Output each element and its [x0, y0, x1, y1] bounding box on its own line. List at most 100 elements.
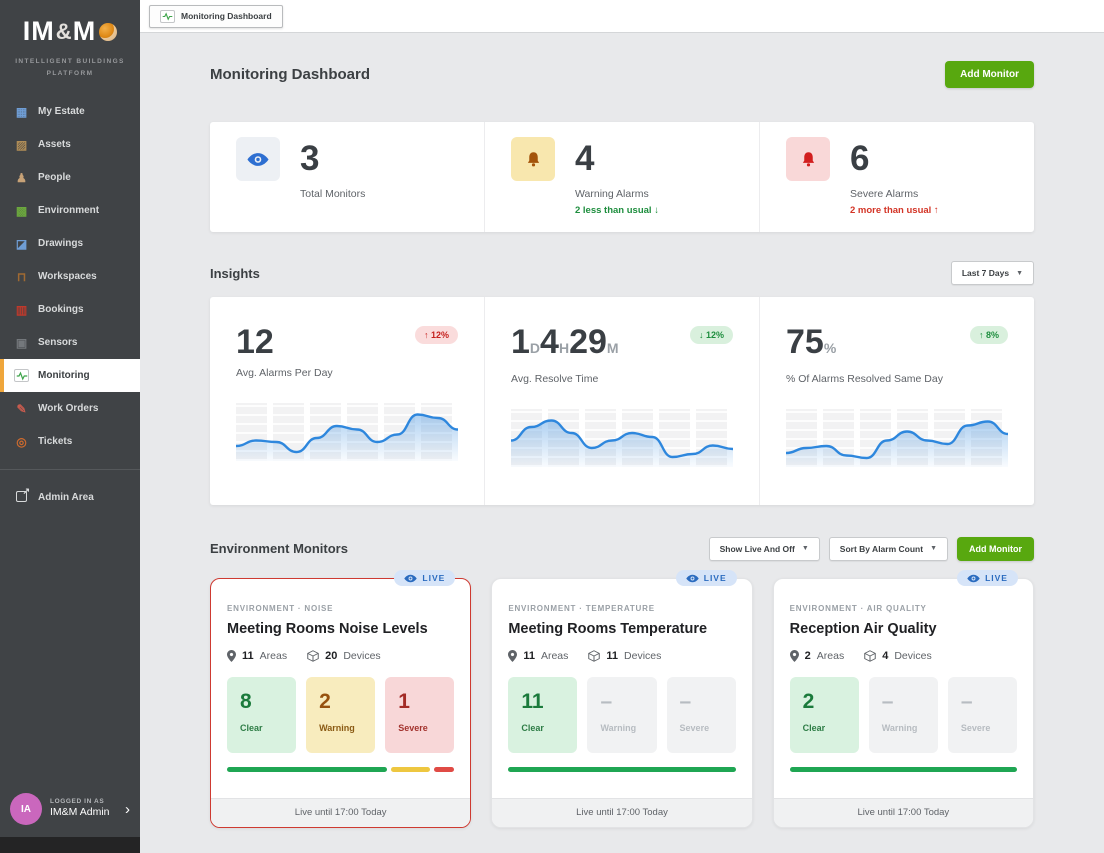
box-icon: ▨: [14, 138, 29, 152]
status-bar: [508, 767, 735, 772]
add-monitor-button[interactable]: Add Monitor: [945, 61, 1034, 88]
sidebar-item-admin-area[interactable]: ↗ Admin Area: [0, 481, 140, 514]
stat-value: 6: [850, 137, 939, 181]
sidebar-item-bookings[interactable]: ▥ Bookings: [0, 293, 140, 326]
live-badge[interactable]: LIVE: [957, 570, 1018, 586]
user-menu[interactable]: IA LOGGED IN AS IM&M Admin ›: [0, 783, 140, 837]
sidebar-item-workspaces[interactable]: ⊓ Workspaces: [0, 260, 140, 293]
sidebar-item-label: Workspaces: [38, 271, 97, 282]
sidebar-item-assets[interactable]: ▨ Assets: [0, 128, 140, 161]
main-area: Monitoring Dashboard Monitoring Dashboar…: [140, 0, 1104, 853]
logged-in-as-label: LOGGED IN AS: [50, 798, 110, 806]
sidebar: IM&M INTELLIGENT BUILDINGS PLATFORM ▦ My…: [0, 0, 140, 853]
devices-meta: 11Devices: [588, 650, 661, 662]
status-bar: [790, 767, 1017, 772]
insight-value: 75%: [786, 322, 836, 368]
live-label: LIVE: [704, 573, 727, 583]
severe-tile: – Severe: [667, 677, 736, 753]
areas-meta: 2Areas: [790, 650, 845, 662]
warning-tile: – Warning: [587, 677, 656, 753]
monitor-card-air-quality[interactable]: LIVE ENVIRONMENT · AIR QUALITY Reception…: [773, 578, 1034, 828]
page-content: Monitoring Dashboard Add Monitor 3 Total…: [140, 33, 1104, 853]
insights-panel: 12 ↑ 12% Avg. Alarms Per Day 1D4H29M ↓ 1…: [210, 297, 1034, 505]
areas-meta: 11Areas: [508, 650, 568, 662]
date-range-value: Last 7 Days: [962, 268, 1009, 278]
bell-icon: [511, 137, 555, 181]
devices-meta: 20Devices: [307, 650, 381, 662]
stat-label: Severe Alarms: [850, 188, 939, 200]
live-label: LIVE: [422, 573, 445, 583]
image-icon: ◪: [14, 237, 29, 251]
warning-tile: 2 Warning: [306, 677, 375, 753]
insight-avg-alarms: 12 ↑ 12% Avg. Alarms Per Day: [210, 297, 484, 505]
sidebar-item-monitoring[interactable]: Monitoring: [0, 359, 140, 392]
severe-tile: 1 Severe: [385, 677, 454, 753]
avatar: IA: [10, 793, 42, 825]
sidebar-item-sensors[interactable]: ▣ Sensors: [0, 326, 140, 359]
chevron-down-icon: ▼: [930, 545, 937, 552]
sidebar-item-label: My Estate: [38, 106, 85, 117]
trend-badge-up: ↑ 12%: [415, 326, 458, 344]
sidebar-bottom-strip: [0, 837, 140, 853]
sidebar-item-label: Work Orders: [38, 403, 98, 414]
sidebar-item-environment[interactable]: ▩ Environment: [0, 194, 140, 227]
cube-icon: [307, 650, 319, 662]
sidebar-item-label: Drawings: [38, 238, 83, 249]
app-window: IM&M INTELLIGENT BUILDINGS PLATFORM ▦ My…: [0, 0, 1104, 853]
chevron-right-icon: ›: [125, 801, 130, 818]
sidebar-item-people[interactable]: ♟ People: [0, 161, 140, 194]
insight-value: 1D4H29M: [511, 322, 619, 368]
logo-sphere-icon: [99, 23, 117, 41]
brand-subtitle-line1: INTELLIGENT BUILDINGS: [6, 56, 134, 68]
insight-label: % Of Alarms Resolved Same Day: [786, 373, 1008, 385]
monitor-card-noise[interactable]: LIVE ENVIRONMENT · NOISE Meeting Rooms N…: [210, 578, 471, 828]
clear-tile: 2 Clear: [790, 677, 859, 753]
people-icon: ♟: [14, 171, 29, 185]
clear-tile: 8 Clear: [227, 677, 296, 753]
insight-label: Avg. Resolve Time: [511, 373, 733, 385]
stat-label: Total Monitors: [300, 188, 365, 200]
sidebar-item-my-estate[interactable]: ▦ My Estate: [0, 95, 140, 128]
monitor-category: ENVIRONMENT · AIR QUALITY: [790, 604, 1017, 613]
sensor-icon: ▣: [14, 336, 29, 350]
sidebar-item-drawings[interactable]: ◪ Drawings: [0, 227, 140, 260]
eye-icon: [686, 574, 699, 583]
calendar-icon: ▥: [14, 303, 29, 317]
brand-logo: IM&M INTELLIGENT BUILDINGS PLATFORM: [0, 0, 140, 79]
sort-dropdown[interactable]: Sort By Alarm Count ▼: [829, 537, 948, 561]
add-monitor-button[interactable]: Add Monitor: [957, 537, 1034, 561]
sort-value: Sort By Alarm Count: [840, 544, 923, 554]
sidebar-item-label: Sensors: [38, 337, 77, 348]
monitor-title: Reception Air Quality: [790, 621, 1017, 637]
live-until-footer: Live until 17:00 Today: [211, 798, 470, 827]
date-range-dropdown[interactable]: Last 7 Days ▼: [951, 261, 1034, 285]
filter-dropdown[interactable]: Show Live And Off ▼: [709, 537, 820, 561]
live-badge[interactable]: LIVE: [394, 570, 455, 586]
lifering-icon: ◎: [14, 435, 29, 449]
insights-title: Insights: [210, 266, 260, 281]
monitor-card-temperature[interactable]: LIVE ENVIRONMENT · TEMPERATURE Meeting R…: [491, 578, 752, 828]
sparkline-chart: [236, 403, 458, 461]
tab-monitoring-dashboard[interactable]: Monitoring Dashboard: [149, 5, 283, 28]
logo-text-m: M: [73, 16, 97, 47]
sidebar-item-label: Assets: [38, 139, 71, 150]
clipboard-icon: ✎: [14, 402, 29, 416]
sidebar-item-work-orders[interactable]: ✎ Work Orders: [0, 392, 140, 425]
stats-panel: 3 Total Monitors 4 Warning Alarms 2 less…: [210, 122, 1034, 232]
cube-icon: [864, 650, 876, 662]
sidebar-item-label: Bookings: [38, 304, 84, 315]
eye-icon: [404, 574, 417, 583]
chevron-down-icon: ▼: [1016, 270, 1023, 277]
stat-label: Warning Alarms: [575, 188, 659, 200]
status-bar: [227, 767, 454, 772]
insight-value: 12: [236, 322, 274, 362]
sidebar-item-tickets[interactable]: ◎ Tickets: [0, 425, 140, 458]
bell-icon: [786, 137, 830, 181]
live-badge[interactable]: LIVE: [676, 570, 737, 586]
logo-ampersand: &: [56, 19, 72, 45]
waveform-icon: [160, 10, 175, 23]
live-label: LIVE: [985, 573, 1008, 583]
stat-trend-note: 2 more than usual ↑: [850, 205, 939, 216]
monitor-title: Meeting Rooms Noise Levels: [227, 621, 454, 637]
eye-icon: [967, 574, 980, 583]
